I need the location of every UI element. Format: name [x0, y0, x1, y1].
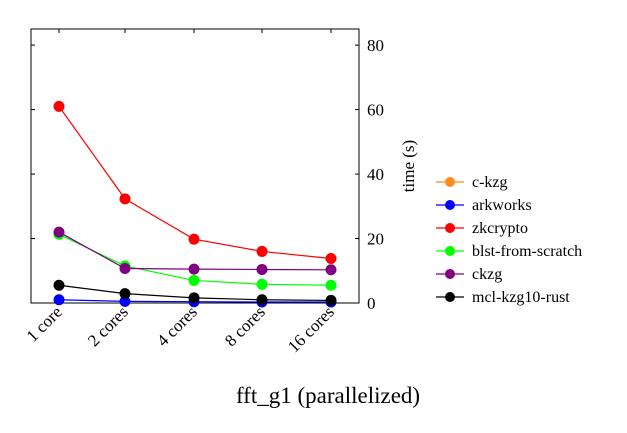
- data-point: [53, 226, 65, 238]
- data-point: [53, 100, 65, 112]
- data-point: [325, 264, 337, 276]
- data-point: [53, 279, 65, 291]
- legend-label: c-kzg: [472, 174, 508, 191]
- legend-marker: [445, 292, 455, 302]
- data-point: [325, 294, 337, 306]
- x-tick-label: 2 cores: [84, 302, 132, 350]
- legend-label: blst-from-scratch: [472, 243, 582, 260]
- data-point: [53, 294, 65, 306]
- series-group: [53, 100, 337, 308]
- chart-title: fft_g1 (parallelized): [236, 383, 420, 408]
- legend-marker: [445, 200, 455, 210]
- legend-marker: [445, 269, 455, 279]
- data-point: [119, 288, 131, 300]
- x-tick-label: 16 cores: [284, 302, 338, 356]
- data-point: [188, 292, 200, 304]
- x-tick-label: 1 core: [23, 302, 66, 345]
- y-tick-label: 60: [367, 101, 384, 120]
- y-axis-title: time (s): [399, 140, 418, 192]
- plot-area: [30, 28, 360, 304]
- legend: c-kzg arkworks zkcrypto blst-from-scratch ck…: [436, 174, 582, 306]
- legend-label: arkworks: [472, 197, 532, 214]
- data-point: [256, 263, 268, 275]
- legend-marker: [445, 223, 455, 233]
- data-point: [256, 245, 268, 257]
- data-point: [325, 253, 337, 265]
- y-tick-label: 20: [367, 230, 384, 249]
- data-point: [188, 233, 200, 245]
- y-tick-label: 40: [367, 165, 384, 184]
- data-point: [256, 278, 268, 290]
- y-tick-label: 0: [367, 294, 376, 313]
- x-tick-label: 8 cores: [221, 302, 269, 350]
- legend-marker: [445, 177, 455, 187]
- data-point: [188, 263, 200, 275]
- data-point: [256, 294, 268, 306]
- legend-label: mcl-kzg10-rust: [472, 289, 570, 306]
- legend-label: zkcrypto: [472, 220, 528, 237]
- data-point: [188, 274, 200, 286]
- y-tick-label: 80: [367, 36, 384, 55]
- x-tick-label: 4 cores: [153, 302, 201, 350]
- data-point: [119, 193, 131, 205]
- legend-label: ckzg: [472, 266, 502, 283]
- legend-marker: [445, 246, 455, 256]
- x-axis: 1 core 2 cores 4 cores 8 cores 16 cores: [23, 29, 338, 356]
- data-point: [119, 263, 131, 275]
- data-point: [325, 279, 337, 291]
- y-axis: 0 20 40 60 80: [31, 36, 384, 313]
